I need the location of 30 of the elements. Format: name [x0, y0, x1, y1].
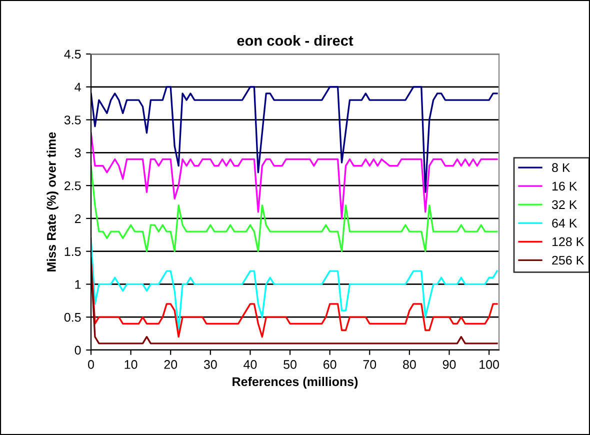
x-tick-label: 60: [324, 360, 336, 369]
y-tick-label: 4.5: [64, 50, 81, 59]
y-tick-label: 1: [75, 280, 81, 289]
x-tick-label: 10: [124, 360, 138, 369]
x-tick-label: 100: [480, 360, 499, 369]
legend-label: 8 K: [552, 163, 570, 172]
y-tick-label: 2.5: [64, 181, 81, 190]
x-tick-label: 80: [403, 360, 416, 369]
chart-title: eon cook - direct: [237, 35, 354, 46]
legend-label: 16 K: [552, 182, 578, 191]
legend-label: 256 K: [552, 256, 584, 265]
y-tick-label: 0: [74, 346, 81, 355]
x-tick-label: 0: [88, 360, 94, 369]
x-tick-label: 20: [164, 360, 178, 369]
legend-label: 64 K: [552, 218, 578, 228]
y-axis-title: Miss Rate (%) over time: [46, 132, 58, 272]
x-tick-label: 90: [442, 360, 456, 369]
x-tick-label: 30: [204, 360, 217, 369]
y-tick-label: 0.5: [64, 312, 81, 322]
x-axis-title: References (millions): [232, 376, 358, 389]
x-tick-label: 40: [244, 360, 257, 369]
y-tick-label: 3.5: [64, 116, 81, 124]
x-tick-label: 70: [363, 360, 376, 369]
y-tick-label: 1.5: [64, 247, 81, 256]
y-tick-label: 2: [74, 214, 81, 223]
y-tick-label: 4: [74, 82, 81, 92]
legend-label: 128 K: [552, 237, 584, 246]
x-tick-label: 50: [284, 360, 296, 369]
legend-label: 32 K: [552, 200, 578, 210]
y-tick-label: 3: [74, 148, 81, 158]
